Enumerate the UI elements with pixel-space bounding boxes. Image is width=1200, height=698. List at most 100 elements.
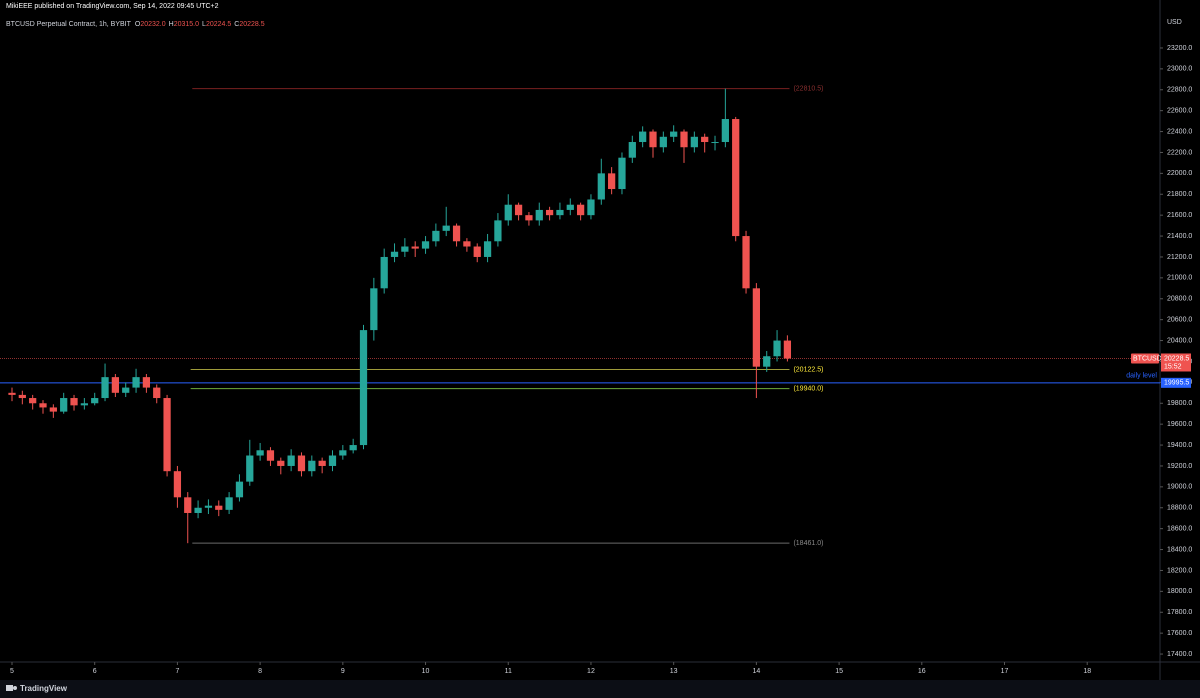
publisher: MikiEEE published on TradingView.com, Se…	[6, 3, 219, 10]
candle-body	[80, 403, 88, 406]
candle-body	[163, 398, 171, 472]
candle-body	[742, 236, 750, 289]
ohlc-value: 20232.0	[140, 21, 165, 28]
candle-body	[308, 460, 316, 472]
candle-body	[432, 230, 440, 242]
ohlc-label: C	[234, 21, 239, 28]
level-label: (22810.5)	[793, 86, 823, 93]
candle-body	[204, 505, 213, 508]
candle-body	[763, 356, 771, 367]
candle-body	[49, 407, 57, 412]
y-tick-label: 19200.0	[1167, 463, 1192, 470]
candle-body	[235, 481, 244, 498]
candle-body	[215, 505, 223, 510]
y-tick-label: 21000.0	[1167, 275, 1192, 282]
candle-body	[711, 142, 719, 144]
legend-title: BTCUSD Perpetual Contract, 1h, BYBIT	[6, 21, 132, 28]
x-tick-label: 14	[752, 668, 760, 675]
candle-body	[639, 131, 647, 143]
candle-body	[70, 398, 78, 406]
ohlc-label: O	[135, 21, 141, 28]
candle-body	[628, 142, 636, 158]
candle-body	[246, 455, 254, 482]
candle-body	[483, 241, 492, 257]
ohlc-value: 20224.5	[206, 21, 231, 28]
candle-body	[91, 398, 99, 404]
candle-body	[421, 241, 430, 249]
candle-body	[132, 377, 140, 388]
candle-body	[339, 450, 347, 456]
candle-body	[618, 157, 626, 190]
candle-body	[473, 246, 481, 257]
y-tick-label: 21400.0	[1167, 233, 1192, 240]
candle-body	[18, 394, 26, 399]
daily-level-value: 19995.5	[1164, 380, 1189, 387]
y-tick-label: 23000.0	[1167, 66, 1192, 73]
y-tick-label: 19800.0	[1167, 400, 1192, 407]
y-tick-label: 19400.0	[1167, 442, 1192, 449]
candle-body	[39, 403, 47, 408]
candle-body	[328, 455, 337, 466]
candle-body	[256, 450, 264, 456]
candle-body	[111, 377, 119, 393]
y-tick-label: 21200.0	[1167, 254, 1192, 261]
y-tick-label: 20800.0	[1167, 296, 1192, 303]
y-tick-label: 18400.0	[1167, 546, 1192, 553]
ohlc-label: H	[169, 21, 174, 28]
ohlc-value: 20315.0	[174, 21, 199, 28]
daily-level-label: daily level	[1126, 373, 1157, 380]
y-tick-label: 17800.0	[1167, 609, 1192, 616]
candle-body	[390, 251, 399, 257]
x-tick-label: 16	[918, 668, 926, 675]
candle-body	[380, 256, 388, 289]
candle-body	[649, 131, 657, 148]
x-tick-label: 5	[10, 668, 14, 675]
candle-body	[690, 136, 698, 148]
y-tick-label: 19600.0	[1167, 421, 1192, 428]
candle-body	[773, 340, 781, 357]
candle-body	[659, 136, 667, 148]
footer-bar	[0, 680, 1200, 698]
daily-level-tag	[1161, 377, 1191, 388]
y-tick-label: 20600.0	[1167, 317, 1192, 324]
x-tick-label: 7	[175, 668, 179, 675]
candle-body	[535, 209, 543, 221]
y-tick-label: 23200.0	[1167, 45, 1192, 52]
candle-body	[721, 119, 729, 143]
candle-body	[525, 215, 533, 221]
y-tick-label: 22600.0	[1167, 108, 1192, 115]
currency: USD	[1167, 19, 1182, 26]
last-price-tag	[1161, 353, 1191, 372]
candle-body	[680, 131, 688, 148]
level-label: (19940.0)	[793, 385, 823, 392]
x-tick-label: 13	[670, 668, 678, 675]
x-tick-label: 12	[587, 668, 595, 675]
candle-body	[29, 398, 37, 404]
candle-body	[608, 173, 616, 190]
level-label: (18461.0)	[793, 540, 823, 547]
y-tick-label: 22800.0	[1167, 87, 1192, 94]
y-tick-label: 18000.0	[1167, 588, 1192, 595]
x-tick-label: 10	[422, 668, 430, 675]
y-tick-label: 22400.0	[1167, 128, 1192, 135]
y-tick-label: 22000.0	[1167, 170, 1192, 177]
candle-body	[545, 209, 554, 216]
candle-body	[142, 377, 151, 388]
candle-body	[701, 136, 709, 143]
last-price-symbol-tag	[1131, 353, 1159, 364]
last-price-countdown: 15:52	[1164, 363, 1182, 370]
y-tick-label: 18200.0	[1167, 567, 1192, 574]
x-tick-label: 17	[1001, 668, 1009, 675]
candle-body	[597, 173, 605, 200]
level-label: (20122.5)	[793, 366, 823, 373]
candle-body	[60, 398, 68, 412]
y-tick-label: 17400.0	[1167, 651, 1192, 658]
candle-body	[494, 220, 502, 242]
x-tick-label: 18	[1083, 668, 1091, 675]
candle-body	[587, 199, 595, 216]
candle-body	[194, 507, 202, 513]
x-tick-label: 9	[341, 668, 345, 675]
